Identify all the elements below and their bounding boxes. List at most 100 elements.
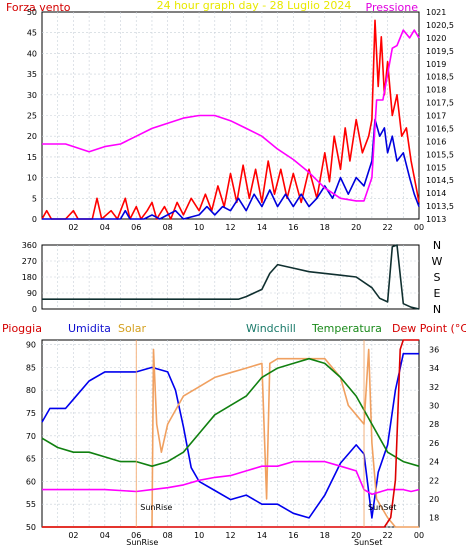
- wind-y-tick-label: 45: [27, 29, 37, 38]
- bottom-header-label: Solar: [118, 322, 147, 335]
- pressure-y-tick-label: 1019,5: [426, 47, 454, 56]
- pressure-y-tick-label: 1015,5: [426, 150, 454, 159]
- pressure-y-tick-label: 1013: [426, 215, 446, 224]
- bot-x-tick-label: 20: [351, 531, 361, 540]
- top-x-tick-label: 06: [131, 223, 141, 232]
- bot-x-tick-label: 16: [288, 531, 298, 540]
- wind-y-tick-label: 30: [27, 91, 37, 100]
- wind-direction-series: [42, 244, 420, 310]
- temperature-y-tick-label: 26: [429, 439, 439, 448]
- top-x-tick-label: 02: [68, 223, 78, 232]
- pressure-y-tick-label: 1020,5: [426, 21, 454, 30]
- wind-y-tick-label: 15: [27, 153, 37, 162]
- pressure-y-tick-label: 1018: [426, 86, 446, 95]
- temperature-y-tick-label: 22: [429, 476, 439, 485]
- temperature-y-tick-label: 18: [429, 514, 439, 523]
- pressure-y-tick-label: 1014,5: [426, 176, 454, 185]
- top-x-tick-label: 16: [288, 223, 298, 232]
- bot-x-tick-label: 12: [225, 531, 235, 540]
- direction-y-tick-label: 0: [32, 305, 37, 314]
- wind-average-series: [42, 118, 420, 220]
- bottom-header-label: Umidita: [68, 322, 111, 335]
- direction-y-tick-label: 360: [22, 241, 37, 250]
- temperature-y-tick-label: 34: [429, 364, 439, 373]
- humidity-y-tick-label: 75: [26, 409, 36, 418]
- bot-x-tick-label: 00: [414, 531, 424, 540]
- sunrise-axis-label: SunRise: [126, 538, 158, 547]
- wind-y-tick-label: 5: [32, 194, 37, 203]
- compass-label: W: [432, 255, 443, 268]
- compass-label: E: [434, 287, 441, 300]
- rain-series: [42, 339, 419, 528]
- solar-series: [42, 348, 419, 528]
- bot-x-tick-label: 02: [68, 531, 78, 540]
- bot-x-tick-label: 14: [257, 531, 267, 540]
- top-x-tick-label: 04: [100, 223, 110, 232]
- pressure-y-tick-label: 1020: [426, 34, 446, 43]
- humidity-y-tick-label: 70: [26, 432, 36, 441]
- temperature-y-tick-label: 20: [429, 495, 439, 504]
- pressure-series: [42, 29, 420, 202]
- pressure-y-tick-label: 1016,5: [426, 124, 454, 133]
- humidity-y-tick-label: 60: [26, 477, 36, 486]
- bottom-chart-headers: Pioggia Umidita Solar Windchill Temperatura D…: [2, 322, 466, 335]
- sunrise-marker-label: SunRise: [140, 503, 172, 512]
- bot-x-tick-label: 06: [131, 531, 141, 540]
- wind-gust-series: [41, 19, 420, 220]
- bot-x-tick-label: 18: [320, 531, 330, 540]
- pressure-label: Pressione: [366, 1, 419, 14]
- compass-label: N: [433, 303, 441, 316]
- direction-y-tick-label: 180: [22, 273, 37, 282]
- humidity-y-tick-label: 85: [26, 363, 36, 372]
- top-x-tick-label: 14: [257, 223, 267, 232]
- top-x-tick-label: 22: [382, 223, 392, 232]
- temperature-y-tick-label: 24: [429, 458, 439, 467]
- top-x-tick-label: 20: [351, 223, 361, 232]
- wind-y-tick-label: 20: [27, 132, 37, 141]
- bot-x-tick-label: 04: [100, 531, 110, 540]
- humidity-y-tick-label: 90: [26, 341, 36, 350]
- pressure-y-tick-label: 1013,5: [426, 202, 454, 211]
- wind-y-tick-label: 50: [27, 8, 37, 17]
- humidity-temperature-chart: 50 55 60 65 70 75 80 85 90 18 20 22 24 26 28 30 32 34 36 02…: [26, 339, 439, 540]
- pressure-y-tick-label: 1016: [426, 137, 446, 146]
- compass-label: N: [433, 239, 441, 252]
- pressure-y-tick-label: 1014: [426, 189, 446, 198]
- compass-label: S: [434, 271, 441, 284]
- temperature-y-tick-label: 28: [429, 420, 439, 429]
- wind-y-tick-label: 0: [32, 215, 37, 224]
- bottom-header-label: Dew Point (°C): [392, 322, 466, 335]
- wind-y-tick-label: 25: [27, 112, 37, 121]
- bottom-header-label: Pioggia: [2, 322, 42, 335]
- sunset-marker-label: SunSet: [368, 503, 396, 512]
- bot-x-tick-label: 08: [163, 531, 173, 540]
- humidity-y-tick-label: 80: [26, 386, 36, 395]
- wind-pressure-chart: 0510152025303540455010131013,510141014,5…: [27, 8, 454, 232]
- temperature-y-tick-label: 32: [429, 383, 439, 392]
- top-x-tick-label: 18: [320, 223, 330, 232]
- direction-y-tick-label: 270: [22, 257, 37, 266]
- wind-y-tick-label: 35: [27, 70, 37, 79]
- wind-y-tick-label: 40: [27, 49, 37, 58]
- bottom-header-label: Windchill: [246, 322, 296, 335]
- temperature-y-tick-label: 36: [429, 345, 439, 354]
- pressure-y-tick-label: 1015: [426, 163, 446, 172]
- wind-speed-label: Forza vento: [6, 1, 71, 14]
- pressure-y-tick-label: 1018,5: [426, 73, 454, 82]
- bottom-header-label: Temperatura: [311, 322, 382, 335]
- wind-y-tick-label: 10: [27, 174, 37, 183]
- top-x-tick-label: 12: [225, 223, 235, 232]
- humidity-y-tick-label: 55: [26, 500, 36, 509]
- top-x-tick-label: 00: [414, 223, 424, 232]
- bot-x-tick-label: 10: [194, 531, 204, 540]
- top-x-tick-label: 08: [163, 223, 173, 232]
- humidity-series: [41, 352, 419, 519]
- pressure-y-tick-label: 1019: [426, 60, 446, 69]
- chart-title: 24 hour graph day - 28 Luglio 2024: [157, 0, 352, 12]
- sunset-axis-label: SunSet: [354, 538, 382, 547]
- pressure-y-tick-label: 1017: [426, 112, 446, 121]
- temperature-y-tick-label: 30: [429, 401, 439, 410]
- direction-y-tick-label: 90: [27, 289, 37, 298]
